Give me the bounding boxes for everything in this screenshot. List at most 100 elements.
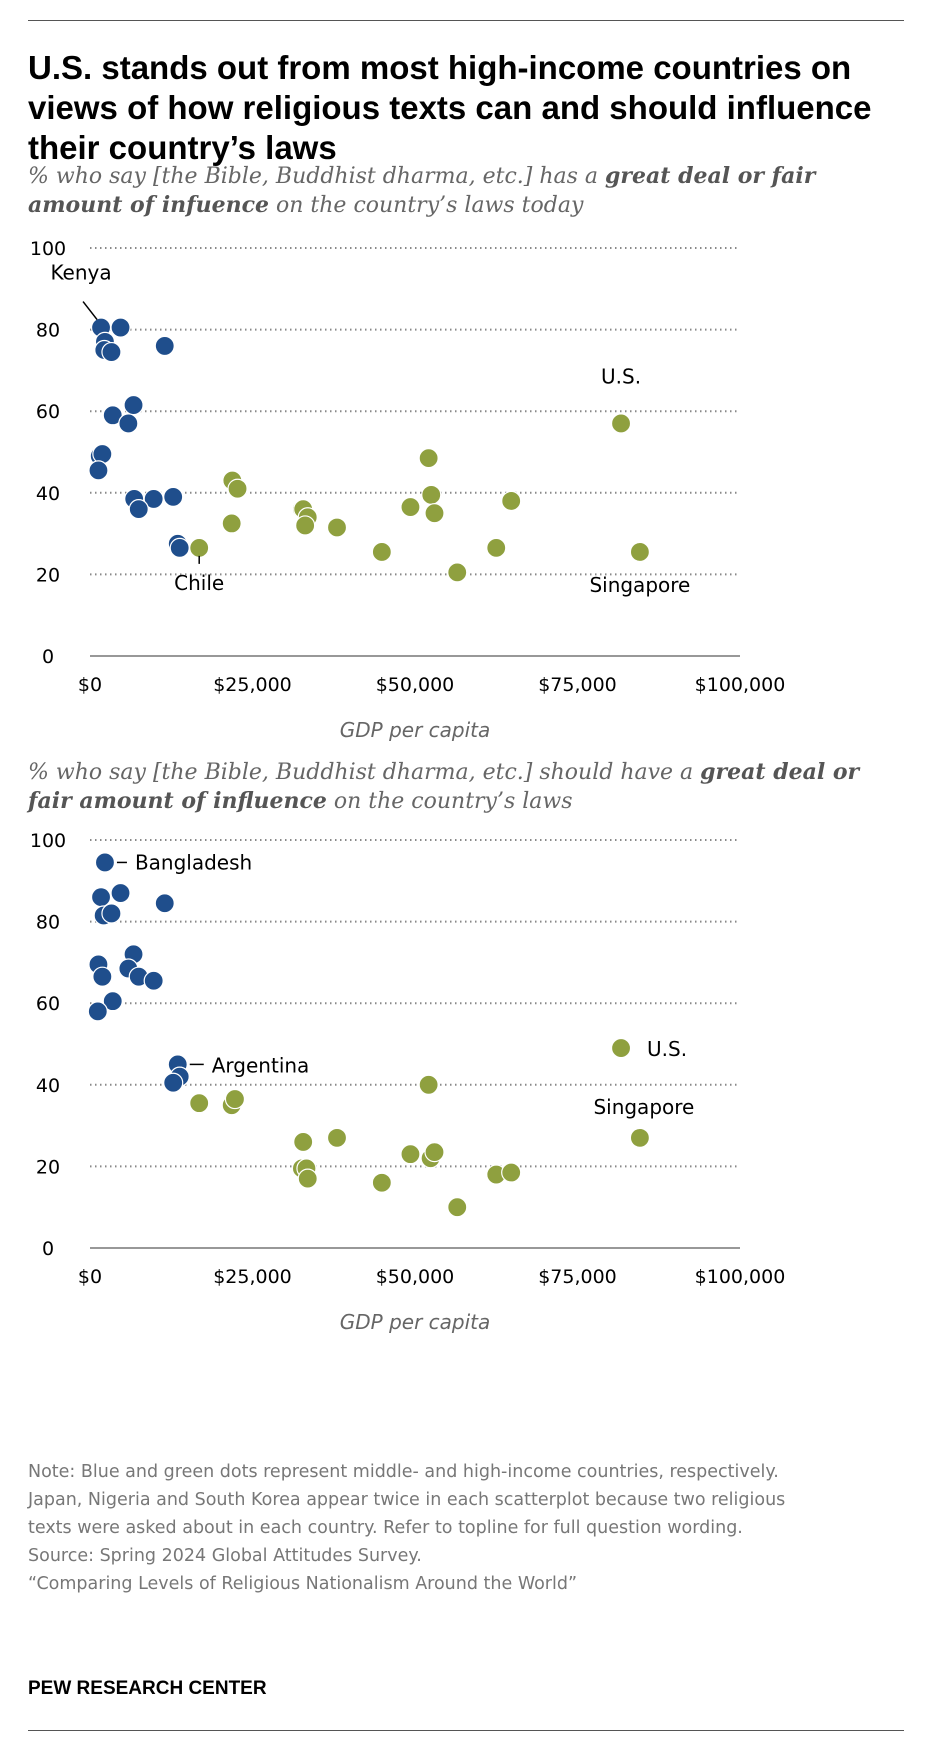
x-tick-label: $25,000 — [213, 1266, 292, 1288]
high-income-country-dot — [610, 413, 632, 434]
notes: Note: Blue and green dots represent midd… — [28, 1458, 908, 1598]
annotation-label-chile: Chile — [174, 571, 224, 595]
y-tick-label: 40 — [36, 1075, 60, 1097]
y-tick-label: 80 — [36, 320, 60, 342]
y-tick-label: 40 — [36, 483, 60, 505]
y-tick-label: 20 — [36, 1156, 60, 1178]
high-income-country-dot — [629, 1127, 651, 1148]
chart-2-subtitle-suffix: on the country’s laws — [326, 789, 573, 814]
annotation-label-singapore: Singapore — [593, 1095, 694, 1119]
high-income-country-dot — [221, 513, 242, 534]
high-income-country-dot — [293, 1131, 314, 1153]
high-income-country-dot — [326, 517, 348, 538]
high-income-country-dot — [371, 1172, 392, 1193]
middle-income-country-dot — [169, 537, 190, 558]
chart-1-subtitle-prefix: % who say [the Bible, Buddhist dharma, e… — [28, 164, 606, 189]
middle-income-country-dot — [87, 1001, 108, 1022]
high-income-country-dot — [224, 1088, 246, 1110]
note-line: “Comparing Levels of Religious Nationali… — [28, 1574, 578, 1594]
annotation-label-u-s: U.S. — [647, 1037, 687, 1061]
annotation-label-singapore: Singapore — [589, 573, 690, 597]
chart-1-subtitle: % who say [the Bible, Buddhist dharma, e… — [28, 162, 908, 220]
high-income-country-dot — [418, 448, 439, 469]
middle-income-country-dot — [154, 893, 175, 914]
high-income-country-dot — [486, 537, 507, 558]
note-line: texts were asked about in each country. … — [28, 1518, 743, 1538]
annotation-leader-line — [82, 301, 98, 321]
middle-income-country-dot — [154, 335, 175, 357]
chart-1-subtitle-suffix: on the country’s laws today — [269, 193, 584, 218]
chart-2-subtitle-prefix: % who say [the Bible, Buddhist dharma, e… — [28, 760, 701, 785]
x-tick-label: $50,000 — [376, 674, 455, 696]
top-rule — [28, 20, 904, 21]
middle-income-country-dot — [94, 852, 116, 873]
chart-title: U.S. stands out from most high-income co… — [28, 49, 872, 166]
high-income-country-dot — [501, 1162, 522, 1183]
high-income-country-dot — [297, 1168, 318, 1189]
middle-income-country-dot — [143, 970, 164, 991]
middle-income-country-dot — [102, 991, 123, 1012]
scatterplot-current-influence: 0 20 40 60 80 100 $0 $25,000 $50,000 $75,000 $100,… — [30, 238, 786, 742]
note-line: Note: Blue and green dots represent midd… — [28, 1462, 779, 1482]
high-income-country-dot — [326, 1127, 348, 1148]
x-tick-label: $100,000 — [695, 674, 786, 696]
scatterplot-desired-influence: 0 20 40 60 80 100 $0 $25,000 $50,000 $75,000 $100,… — [30, 830, 786, 1334]
high-income-country-dot — [610, 1037, 632, 1059]
high-income-country-dot — [418, 1074, 439, 1095]
high-income-country-dot — [400, 1144, 421, 1165]
high-income-country-dot — [421, 484, 442, 505]
high-income-country-dot — [189, 1093, 210, 1114]
x-tick-label: $75,000 — [538, 674, 617, 696]
y-tick-label: 60 — [36, 401, 60, 423]
chart-2-subtitle: % who say [the Bible, Buddhist dharma, e… — [28, 758, 908, 816]
bottom-rule — [28, 1730, 904, 1731]
high-income-country-dot — [424, 1142, 445, 1163]
high-income-country-dot — [424, 503, 445, 524]
middle-income-country-dot — [110, 317, 131, 338]
y-tick-label: 0 — [42, 646, 54, 668]
x-tick-label: $100,000 — [695, 1266, 786, 1288]
middle-income-country-dot — [92, 966, 113, 987]
x-tick-label: $50,000 — [376, 1266, 455, 1288]
high-income-country-dot — [227, 478, 248, 499]
high-income-country-dot — [189, 537, 210, 558]
y-tick-label: 20 — [36, 564, 60, 586]
annotation-label-kenya: Kenya — [50, 261, 111, 285]
middle-income-country-dot — [123, 394, 144, 416]
middle-income-country-dot — [102, 405, 123, 426]
x-tick-label: $25,000 — [213, 674, 292, 696]
x-axis-title: GDP per capita — [340, 718, 491, 742]
x-tick-label: $75,000 — [538, 1266, 617, 1288]
y-tick-label: 60 — [36, 993, 60, 1015]
y-tick-label: 80 — [36, 912, 60, 934]
y-tick-label: 0 — [42, 1238, 54, 1260]
high-income-country-dot — [400, 496, 421, 518]
x-axis-title: GDP per capita — [340, 1310, 491, 1334]
x-tick-label: $0 — [78, 1266, 102, 1288]
high-income-country-dot — [295, 515, 316, 536]
high-income-country-dot — [371, 541, 392, 563]
x-tick-label: $0 — [78, 674, 102, 696]
middle-income-country-dot — [163, 1072, 184, 1093]
note-line: Japan, Nigeria and South Korea appear tw… — [28, 1490, 786, 1510]
chart-1-subtitle-bold: great deal or fair amount of infuence — [28, 163, 816, 218]
high-income-country-dot — [501, 490, 522, 512]
annotation-label-u-s: U.S. — [601, 364, 641, 388]
brand-footer: PEW RESEARCH CENTER — [28, 1678, 267, 1699]
middle-income-country-dot — [128, 499, 149, 520]
middle-income-country-dot — [163, 486, 184, 507]
middle-income-country-dot — [90, 887, 112, 908]
chart-2-subtitle-bold: great deal or fair amount of influence — [28, 759, 860, 814]
high-income-country-dot — [447, 562, 468, 583]
middle-income-country-dot — [143, 488, 164, 510]
annotation-label-bangladesh: Bangladesh — [135, 850, 252, 874]
high-income-country-dot — [629, 541, 651, 563]
middle-income-country-dot — [101, 903, 122, 924]
high-income-country-dot — [447, 1197, 468, 1218]
middle-income-country-dot — [110, 882, 131, 904]
y-tick-label: 100 — [30, 830, 66, 852]
annotation-label-argentina: Argentina — [212, 1053, 310, 1077]
note-line: Source: Spring 2024 Global Attitudes Sur… — [28, 1546, 422, 1566]
y-tick-label: 100 — [30, 238, 66, 260]
middle-income-country-dot — [101, 341, 122, 363]
